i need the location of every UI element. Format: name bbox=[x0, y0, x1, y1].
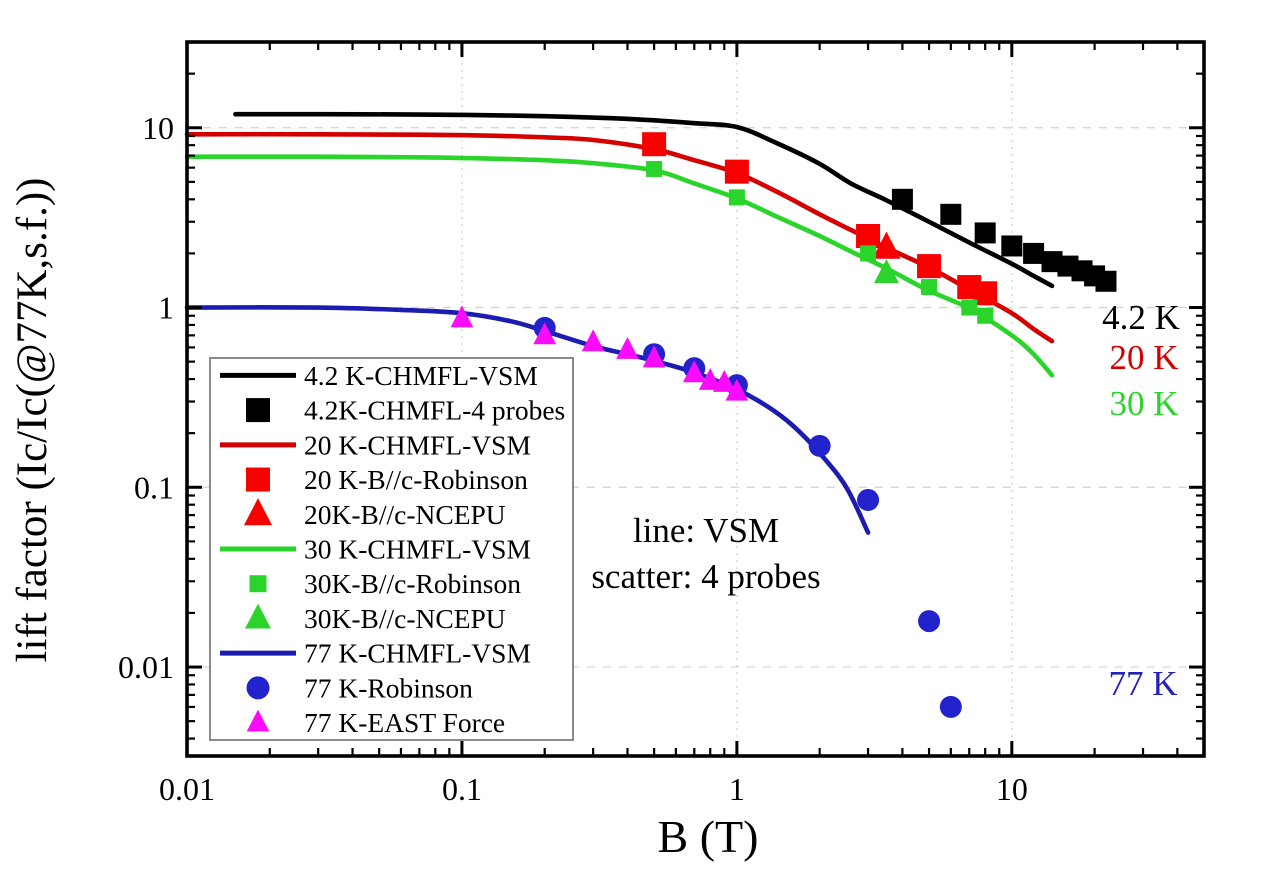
square-marker bbox=[1041, 251, 1063, 273]
tick-labels: 0.01 0.1 1 10 0.01 0.1 1 10 bbox=[118, 110, 1028, 807]
y-tick-label: 0.01 bbox=[118, 649, 174, 685]
scatter-series-30k-b-c-robinson bbox=[646, 160, 994, 324]
y-tick-label: 1 bbox=[158, 290, 174, 326]
legend-label: 30K-B//c-NCEPU bbox=[304, 603, 506, 634]
triangle-marker bbox=[581, 329, 605, 352]
x-tick-label: 10 bbox=[996, 771, 1028, 807]
legend-entry-30-k-chmfl-vsm: 30 K-CHMFL-VSM bbox=[220, 534, 531, 565]
legend-square-marker bbox=[246, 467, 270, 492]
legend-label: 4.2K-CHMFL-4 probes bbox=[304, 395, 565, 426]
triangle-marker bbox=[616, 337, 639, 359]
square-marker bbox=[856, 223, 881, 248]
annotation-text: scatter: 4 probes bbox=[591, 557, 820, 596]
line-series-4-2-k-chmfl-vsm bbox=[233, 111, 1055, 289]
square-marker bbox=[961, 299, 978, 316]
square-marker bbox=[917, 254, 942, 279]
square-marker bbox=[974, 222, 996, 244]
circle-marker bbox=[918, 610, 941, 633]
scatter-series-77-k-east-force bbox=[450, 305, 749, 401]
legend-entry-20-k-chmfl-vsm: 20 K-CHMFL-VSM bbox=[220, 429, 531, 460]
square-marker bbox=[642, 132, 667, 157]
square-marker bbox=[940, 203, 962, 225]
legend-entry-20-k-b-c-robinson: 20 K-B//c-Robinson bbox=[246, 464, 528, 495]
legend-triangle-marker bbox=[245, 603, 271, 629]
triangle-marker bbox=[872, 231, 901, 259]
circle-marker bbox=[939, 695, 962, 718]
scatter-series-30k-b-c-ncepu bbox=[874, 259, 899, 283]
legend-label: 77 K-EAST Force bbox=[304, 707, 505, 738]
square-marker bbox=[646, 160, 663, 177]
scatter-series-4-2k-chmfl-4-probes bbox=[891, 188, 1117, 292]
square-marker bbox=[1023, 242, 1045, 264]
legend-entry-4-2-k-chmfl-vsm: 4.2 K-CHMFL-VSM bbox=[220, 360, 538, 391]
curve-label-77-k: 77 K bbox=[1108, 664, 1177, 703]
legend-square-marker bbox=[249, 575, 267, 593]
legend-circle-marker bbox=[246, 676, 270, 700]
triangle-marker bbox=[682, 360, 706, 383]
legend-label: 30K-B//c-Robinson bbox=[304, 568, 521, 599]
y-axis-title: lift factor (Ic/Ic(@77K,s.f.)) bbox=[9, 178, 56, 663]
legend-label: 30 K-CHMFL-VSM bbox=[304, 534, 531, 565]
legend-label: 20K-B//c-NCEPU bbox=[304, 499, 506, 530]
square-marker bbox=[921, 279, 938, 296]
y-tick-label: 0.1 bbox=[134, 469, 174, 505]
legend-triangle-marker bbox=[243, 498, 273, 526]
legend-entry-77-k-robinson: 77 K-Robinson bbox=[246, 672, 473, 703]
legend-entry-20k-b-c-ncepu: 20K-B//c-NCEPU bbox=[243, 498, 506, 530]
triangle-marker bbox=[712, 370, 736, 392]
legend-label: 4.2 K-CHMFL-VSM bbox=[304, 360, 538, 391]
curve-label-30-k: 30 K bbox=[1109, 384, 1178, 423]
curve-label-4-2-k: 4.2 K bbox=[1102, 298, 1180, 337]
legend-square-marker bbox=[246, 398, 270, 423]
legend-label: 20 K-B//c-Robinson bbox=[304, 464, 528, 495]
triangle-marker bbox=[725, 378, 749, 401]
triangle-marker bbox=[533, 322, 557, 345]
annotation-text: line: VSM bbox=[633, 511, 779, 550]
legend-triangle-marker bbox=[246, 709, 270, 732]
square-marker bbox=[1095, 270, 1117, 292]
legend-entry-77-k-east-force: 77 K-EAST Force bbox=[246, 707, 505, 738]
triangle-marker bbox=[698, 368, 722, 390]
x-tick-label: 0.1 bbox=[442, 771, 482, 807]
y-tick-label: 10 bbox=[142, 110, 174, 146]
triangle-marker bbox=[874, 259, 899, 283]
square-marker bbox=[724, 159, 749, 184]
circle-marker bbox=[808, 434, 831, 457]
square-marker bbox=[977, 307, 994, 324]
legend-label: 77 K-Robinson bbox=[304, 672, 473, 703]
curve-label-20-k: 20 K bbox=[1109, 338, 1178, 377]
legend-entry-77-k-chmfl-vsm: 77 K-CHMFL-VSM bbox=[220, 638, 531, 669]
plot-border bbox=[185, 40, 1206, 758]
legend-label: 20 K-CHMFL-VSM bbox=[304, 429, 531, 460]
legend-label: 77 K-CHMFL-VSM bbox=[304, 638, 531, 669]
legend-entry-4-2k-chmfl-4-probes: 4.2K-CHMFL-4 probes bbox=[246, 395, 565, 426]
square-marker bbox=[728, 189, 745, 206]
scatter-series-20k-b-c-ncepu bbox=[872, 231, 901, 259]
x-axis-title: B (T) bbox=[658, 811, 759, 862]
legend-entry-30k-b-c-ncepu: 30K-B//c-NCEPU bbox=[245, 603, 506, 634]
circle-marker bbox=[857, 488, 880, 511]
square-marker bbox=[891, 188, 913, 210]
axes bbox=[185, 40, 1206, 758]
x-tick-label: 0.01 bbox=[159, 771, 215, 807]
triangle-marker bbox=[450, 305, 474, 328]
x-tick-label: 1 bbox=[729, 771, 745, 807]
legend-entry-30k-b-c-robinson: 30K-B//c-Robinson bbox=[249, 568, 521, 599]
triangle-marker bbox=[642, 345, 666, 368]
square-marker bbox=[860, 245, 877, 262]
square-marker bbox=[1001, 235, 1023, 257]
